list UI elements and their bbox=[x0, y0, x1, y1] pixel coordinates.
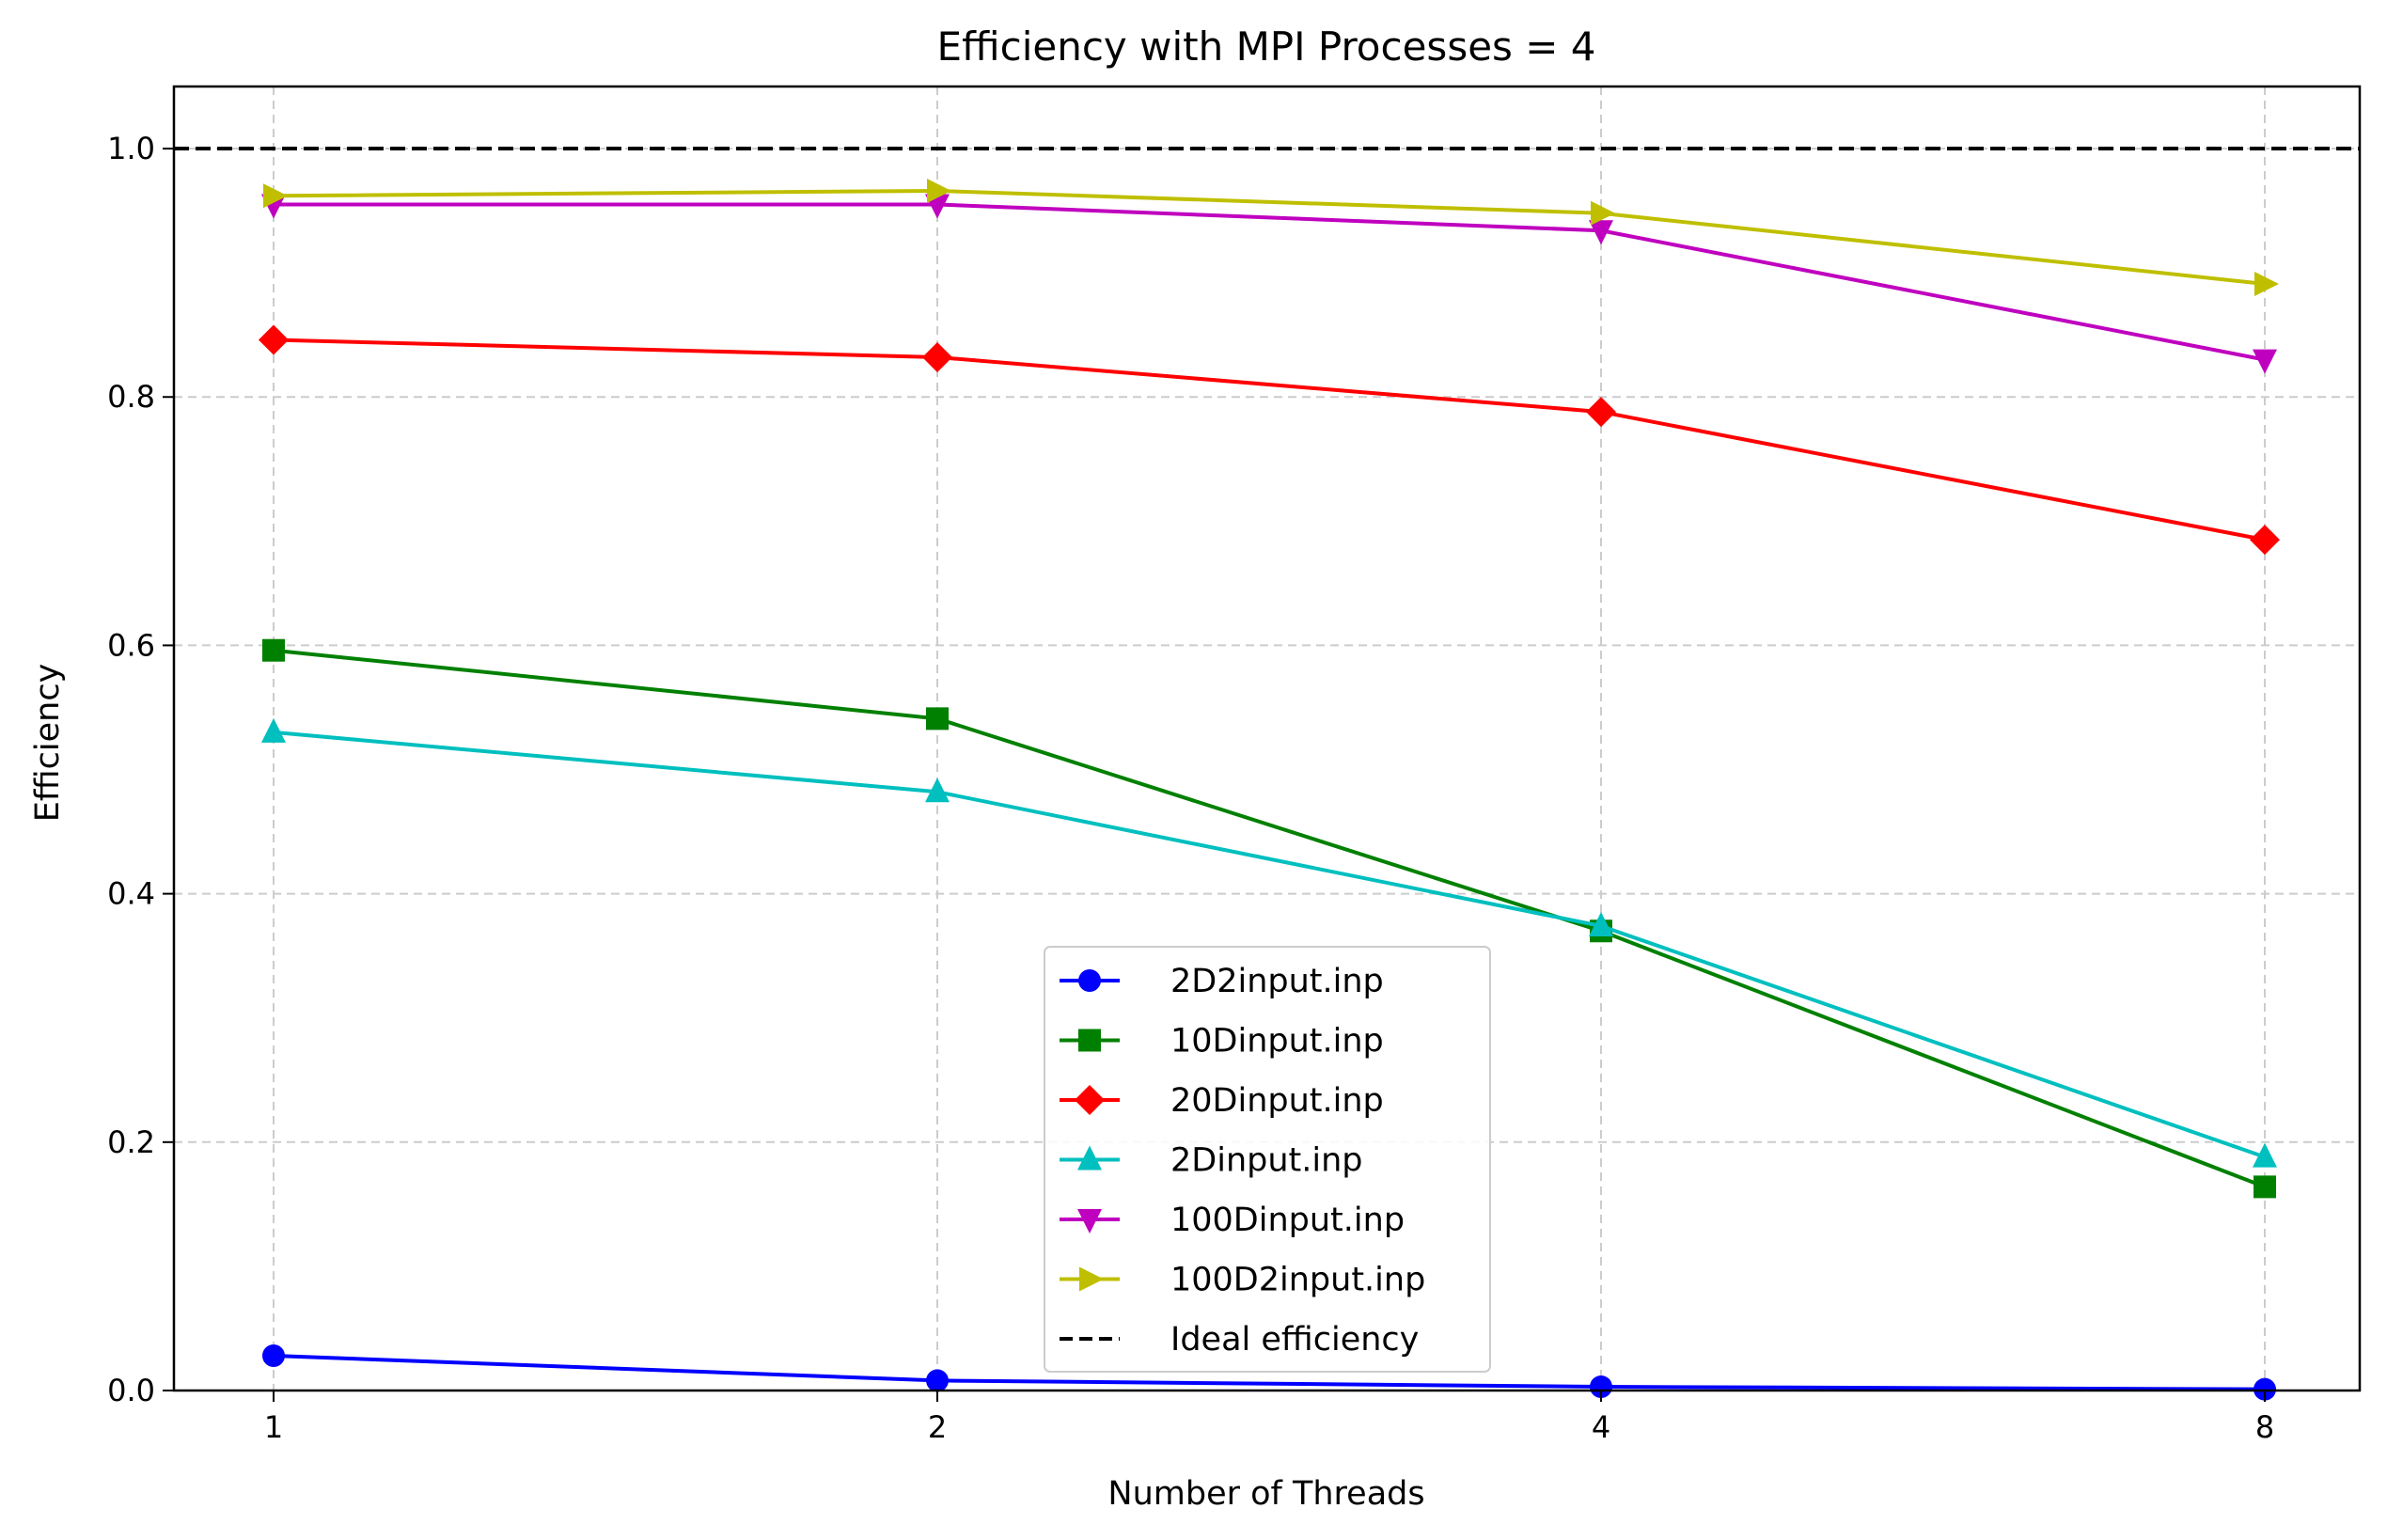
chart-title: Efficiency with MPI Processes = 4 bbox=[936, 24, 1595, 70]
legend-label: 100D2input.inp bbox=[1170, 1262, 1425, 1299]
series-line bbox=[273, 188, 2266, 287]
data-point bbox=[2254, 272, 2279, 297]
series-line bbox=[273, 730, 2266, 1159]
legend-item: 20Dinput.inp bbox=[1060, 1082, 1384, 1120]
x-tick-label: 8 bbox=[2255, 1409, 2274, 1445]
series-2 bbox=[259, 324, 2280, 556]
data-point bbox=[259, 324, 289, 355]
legend-marker bbox=[1075, 1085, 1105, 1115]
series-layer bbox=[259, 178, 2280, 1401]
data-point bbox=[1590, 1375, 1612, 1399]
data-point bbox=[2250, 525, 2280, 556]
data-point bbox=[263, 183, 288, 209]
data-point bbox=[262, 1344, 285, 1368]
legend-marker bbox=[1077, 1145, 1102, 1171]
y-tick-label: 0.8 bbox=[107, 379, 155, 415]
data-point bbox=[926, 707, 949, 731]
x-axis-title: Number of Threads bbox=[1107, 1475, 1424, 1513]
legend-item: 2D2input.inp bbox=[1060, 963, 1384, 1000]
y-axis-title: Efficiency bbox=[29, 664, 67, 823]
data-point bbox=[927, 178, 951, 203]
data-point bbox=[261, 717, 286, 743]
legend-item: 10Dinput.inp bbox=[1060, 1023, 1384, 1061]
data-point bbox=[2253, 1142, 2277, 1168]
legend-label: 2Dinput.inp bbox=[1170, 1142, 1363, 1180]
series-5 bbox=[263, 178, 2279, 297]
series-line bbox=[273, 1354, 2266, 1391]
legend-marker bbox=[1078, 969, 1101, 992]
data-point bbox=[1586, 397, 1616, 428]
legend-label: 100Dinput.inp bbox=[1170, 1202, 1405, 1239]
data-point bbox=[922, 341, 952, 372]
data-point bbox=[2253, 349, 2277, 374]
legend-label: 10Dinput.inp bbox=[1170, 1023, 1384, 1061]
series-0 bbox=[262, 1344, 2276, 1401]
data-point bbox=[1591, 200, 1615, 226]
data-point bbox=[262, 638, 285, 662]
x-tick-label: 2 bbox=[928, 1409, 947, 1445]
data-point bbox=[1589, 911, 1613, 936]
data-point bbox=[2254, 1377, 2276, 1401]
y-tick-label: 1.0 bbox=[107, 131, 155, 166]
legend-marker bbox=[1078, 1029, 1101, 1052]
grid bbox=[174, 86, 2360, 1391]
plot-frame bbox=[172, 85, 2362, 1392]
legend-marker bbox=[1077, 1209, 1102, 1234]
legend: 2D2input.inp 10Dinput.inp 20Dinput.inp 2Din… bbox=[1044, 946, 1491, 1373]
data-point bbox=[925, 778, 950, 803]
y-tick-label: 0.0 bbox=[107, 1373, 155, 1408]
series-3 bbox=[261, 717, 2277, 1168]
x-tick-label: 4 bbox=[1592, 1409, 1610, 1445]
y-tick-label: 0.4 bbox=[107, 876, 155, 912]
series-line bbox=[273, 648, 2266, 1189]
data-point bbox=[1589, 220, 1613, 245]
legend-item: 100D2input.inp bbox=[1060, 1262, 1425, 1299]
series-line bbox=[274, 202, 2266, 362]
data-point bbox=[2254, 1175, 2276, 1199]
y-tick-label: 0.6 bbox=[107, 627, 155, 663]
legend-item: 100Dinput.inp bbox=[1060, 1202, 1405, 1239]
data-point bbox=[926, 1369, 949, 1392]
series-line bbox=[273, 338, 2266, 542]
legend-marker bbox=[1079, 1266, 1104, 1292]
x-tick-label: 1 bbox=[264, 1409, 283, 1445]
legend-box bbox=[1044, 946, 1491, 1373]
y-tick-label: 0.2 bbox=[107, 1124, 155, 1160]
legend-label: Ideal efficiency bbox=[1170, 1321, 1419, 1359]
axes: 1 2 4 8 0.0 0.2 0.4 0.6 0.8 1.0 bbox=[107, 131, 2274, 1445]
legend-label: 20Dinput.inp bbox=[1170, 1082, 1384, 1120]
legend-item: 2Dinput.inp bbox=[1060, 1142, 1363, 1180]
legend-item: Ideal efficiency bbox=[1060, 1321, 1419, 1359]
legend-label: 2D2input.inp bbox=[1170, 963, 1384, 1000]
